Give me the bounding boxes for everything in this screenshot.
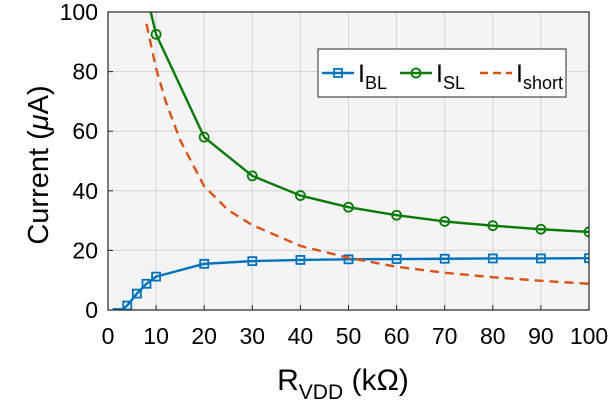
ticks [107, 11, 590, 311]
data-point [343, 201, 354, 213]
data-point [583, 226, 589, 238]
data-point [295, 255, 306, 265]
data-point [343, 254, 354, 265]
legend-items: IBL ISL Ishort [322, 60, 563, 93]
y-tick-label: 60 [72, 118, 98, 144]
x-axis-label: RVDD (kΩ) [277, 364, 409, 403]
x-tick-label: 100 [570, 323, 608, 349]
series-bl [112, 253, 589, 310]
data-point [391, 254, 402, 264]
data-point [294, 190, 306, 201]
y-tick-label: 20 [72, 237, 98, 263]
x-tick-label: 30 [240, 323, 266, 349]
y-tick-label: 100 [60, 0, 98, 25]
data-point [487, 220, 499, 232]
legend-label: ISL [436, 60, 465, 93]
x-tick-label: 0 [102, 323, 115, 349]
legend-item-bl: IBL [322, 60, 387, 93]
data-point [199, 258, 210, 269]
data-point [439, 216, 451, 227]
legend: IBL ISL Ishort [317, 48, 567, 98]
tick-labels: 0 10 20 30 40 50 60 70 80 90 100 0 20 40 60 80 100 [60, 0, 609, 349]
x-tick-label: 80 [480, 323, 506, 349]
legend-item-sl: ISL [400, 60, 465, 93]
legend-item-short: Ishort [480, 60, 563, 93]
series-line [149, 12, 589, 234]
series-line [145, 23, 589, 285]
x-axis-label-subscript: VDD [299, 381, 343, 403]
legend-marker [333, 68, 343, 78]
data-point [150, 28, 162, 40]
legend-box [317, 48, 567, 98]
x-tick-label: 90 [528, 323, 554, 349]
series-short [145, 23, 589, 285]
x-tick-label: 40 [288, 323, 314, 349]
y-axis-label-mu: μ [23, 114, 55, 131]
series-sl [149, 12, 589, 238]
data-point [439, 253, 450, 264]
data-point [131, 288, 142, 299]
data-point [198, 131, 210, 143]
x-tick-label: 60 [384, 323, 410, 349]
legend-marker [410, 67, 422, 79]
data-point [535, 223, 547, 235]
data-point [536, 253, 546, 264]
data-point [584, 253, 589, 264]
y-tick-label: 0 [85, 297, 98, 323]
x-axis-label-unit: (kΩ) [343, 364, 409, 397]
y-tick-label: 40 [72, 178, 98, 204]
x-tick-label: 70 [432, 323, 458, 349]
data-point [247, 256, 258, 267]
series-layer [112, 12, 589, 310]
data-point [141, 278, 152, 289]
x-tick-label: 50 [336, 323, 362, 349]
x-tick-label: 20 [191, 323, 217, 349]
data-point [487, 253, 498, 264]
data-point [151, 271, 162, 282]
legend-label: Ishort [516, 60, 563, 93]
data-point [246, 170, 258, 182]
y-tick-label: 80 [72, 59, 98, 85]
legend-label: IBL [358, 60, 387, 93]
x-tick-label: 10 [143, 323, 169, 349]
data-point [391, 209, 403, 221]
series-line [119, 256, 589, 310]
data-point [112, 308, 123, 310]
y-axis-label: Current (μA) [23, 85, 55, 244]
